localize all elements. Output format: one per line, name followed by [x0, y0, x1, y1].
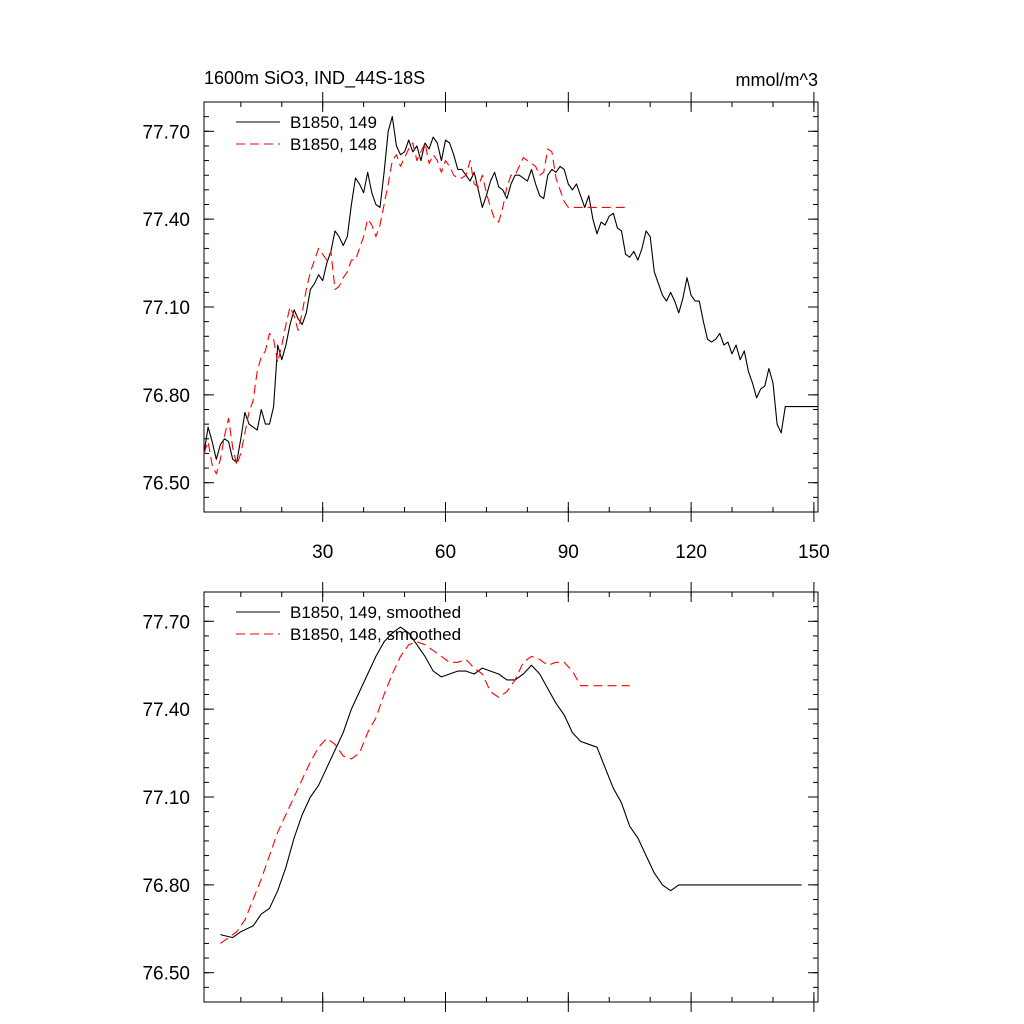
units-label: mmol/m^3	[736, 70, 818, 90]
legend-label: B1850, 148	[290, 135, 377, 154]
x-tick-label: 60	[435, 542, 456, 563]
plot-frame	[203, 591, 819, 1003]
series-line-1	[220, 626, 802, 939]
series-line-1	[203, 116, 818, 463]
y-tick-label: 77.40	[142, 210, 190, 231]
bottom-panel: 76.50 76.80 77.10 77.40 77.70 B1850, 149, smo…	[142, 582, 819, 1012]
top-panel: 76.50 76.80 77.10 77.40 77.70 30 60 90 120 150 B18…	[142, 92, 830, 563]
y-tick-label: 77.70	[142, 612, 190, 633]
series-line-2	[203, 142, 630, 475]
legend-label: B1850, 149	[290, 113, 377, 132]
y-tick-label: 76.50	[142, 474, 190, 495]
legend-label: B1850, 149, smoothed	[290, 603, 461, 622]
y-tick-label: 77.10	[142, 788, 190, 809]
y-tick-label: 77.70	[142, 122, 190, 143]
y-tick-label: 76.80	[142, 386, 190, 407]
x-tick-label: 30	[312, 542, 333, 563]
x-tick-label: 120	[675, 542, 707, 563]
series-line-2	[220, 641, 630, 944]
plot-title: 1600m SiO3, IND_44S-18S	[204, 68, 425, 89]
y-tick-label: 77.40	[142, 700, 190, 721]
x-tick-label: 90	[558, 542, 579, 563]
y-tick-label: 76.80	[142, 876, 190, 897]
y-tick-label: 76.50	[142, 964, 190, 985]
y-tick-label: 77.10	[142, 298, 190, 319]
legend-label: B1850, 148, smoothed	[290, 625, 461, 644]
x-tick-label: 150	[798, 542, 830, 563]
plot-frame	[203, 101, 819, 513]
